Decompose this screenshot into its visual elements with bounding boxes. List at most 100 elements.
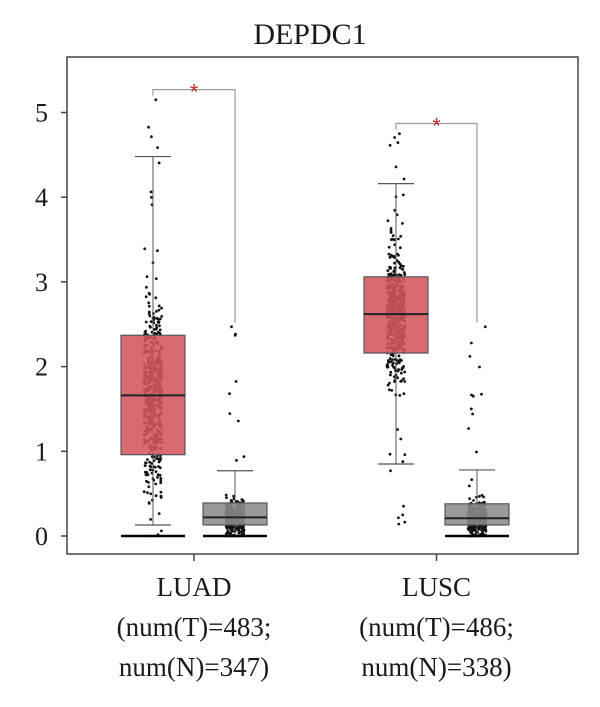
lusc-tumor-point	[399, 264, 403, 267]
lusc-tumor-point	[391, 237, 394, 241]
luad-tumor-point	[146, 491, 149, 495]
luad-normal-point	[229, 526, 233, 530]
lusc-tumor-point	[387, 360, 390, 364]
lusc-tumor-point	[399, 371, 403, 375]
lusc-tumor-point	[391, 354, 395, 358]
luad-tumor-point	[144, 329, 148, 333]
lusc-tumor-point	[392, 270, 396, 274]
luad-normal-point	[230, 529, 234, 532]
luad-tumor-point	[154, 482, 158, 486]
lusc-tumor-point	[394, 165, 398, 169]
luad-normal-box	[202, 325, 268, 538]
y-tick-label: 3	[35, 268, 48, 297]
lusc-tumor-point	[391, 358, 394, 362]
luad-tumor-point	[149, 518, 153, 521]
luad-tumor-point	[154, 323, 158, 327]
lusc-normal-point	[480, 392, 483, 396]
lusc-tumor-point	[385, 364, 389, 368]
luad-tumor-point	[147, 301, 151, 305]
lusc-tumor-point	[393, 136, 396, 139]
lusc-tumor-point	[389, 353, 393, 357]
lusc-normal-point	[475, 450, 478, 454]
lusc-tumor-point	[403, 370, 407, 374]
luad-tumor-point	[145, 275, 149, 278]
lusc-tumor-point	[392, 375, 396, 379]
luad-tumor-point	[158, 324, 161, 328]
luad-tumor-point	[147, 481, 150, 484]
lusc-tumor-point	[386, 383, 390, 387]
lusc-tumor-point	[389, 370, 393, 374]
luad-tumor-point	[158, 328, 162, 332]
lusc-tumor-point	[403, 273, 407, 276]
y-tick-label: 2	[35, 353, 48, 382]
lusc-tumor-point	[399, 359, 402, 362]
luad-label-line: (num(T)=483;	[117, 612, 272, 642]
lusc-normal-point	[470, 478, 474, 481]
lusc-tumor-point	[388, 143, 392, 147]
lusc-normal-point	[467, 484, 471, 488]
lusc-tumor-point	[397, 237, 400, 241]
luad-tumor-point	[150, 196, 153, 199]
luad-tumor-point	[156, 457, 160, 460]
lusc-tumor-point	[388, 452, 392, 456]
luad-tumor-point	[148, 464, 152, 468]
lusc-tumor-point	[401, 222, 404, 225]
luad-label-line: LUAD	[157, 572, 232, 602]
lusc-tumor-point	[398, 394, 402, 397]
lusc-label-line: (num(T)=486;	[359, 612, 514, 642]
lusc-tumor-point	[397, 516, 400, 520]
lusc-tumor-point	[389, 373, 392, 377]
luad-tumor-point	[159, 479, 163, 482]
luad-tumor-point	[157, 161, 161, 165]
luad-tumor-point	[157, 320, 161, 324]
lusc-tumor-point	[387, 245, 391, 249]
luad-tumor-point	[144, 295, 148, 299]
lusc-normal-point	[467, 427, 470, 430]
y-tick-label: 5	[35, 99, 48, 128]
lusc-normal-point	[472, 499, 475, 502]
lusc-tumor-point	[389, 469, 392, 473]
lusc-label-line: LUSC	[402, 572, 471, 602]
lusc-tumor-box	[363, 132, 429, 526]
luad-tumor-point	[149, 190, 153, 194]
plot-area: **	[120, 80, 510, 538]
luad-tumor-point	[159, 477, 163, 480]
luad-tumor-point	[154, 98, 158, 102]
luad-tumor-point	[150, 135, 153, 139]
luad-tumor-point	[148, 468, 152, 472]
luad-tumor-point	[156, 475, 159, 479]
lusc-tumor-point	[396, 376, 399, 380]
lusc-label-line: num(N)=338)	[361, 652, 511, 682]
luad-tumor-point	[146, 473, 150, 477]
chart-title: DEPDC1	[253, 18, 366, 51]
lusc-tumor-point	[387, 252, 391, 256]
luad-tumor-point	[144, 461, 148, 465]
plot-frame	[66, 56, 579, 555]
lusc-tumor-point	[401, 193, 405, 197]
luad-tumor-box	[120, 98, 186, 538]
luad-normal-point	[227, 531, 231, 535]
lusc-tumor-point	[397, 361, 401, 365]
lusc-normal-point	[482, 495, 485, 499]
lusc-tumor-point	[400, 379, 403, 383]
lusc-tumor-point	[398, 273, 401, 277]
luad-tumor-point	[159, 496, 163, 499]
luad-tumor-point	[143, 247, 147, 251]
luad-tumor-point	[145, 471, 149, 474]
luad-tumor-point	[154, 327, 158, 331]
lusc-tumor-point	[391, 361, 395, 365]
luad-normal-point	[228, 392, 231, 395]
luad-tumor-point	[155, 316, 159, 320]
y-tick-label: 4	[35, 183, 48, 212]
lusc-tumor-point	[388, 256, 392, 259]
luad-tumor-point	[147, 312, 151, 315]
y-tick-label: 1	[35, 437, 48, 466]
lusc-tumor-point	[388, 388, 391, 392]
luad-tumor-point	[156, 146, 160, 150]
lusc-normal-point	[478, 495, 481, 498]
luad-significance-star: *	[190, 80, 199, 105]
luad-tumor-point	[148, 460, 152, 464]
lusc-tumor-point	[398, 246, 402, 250]
lusc-tumor-point	[402, 504, 405, 508]
